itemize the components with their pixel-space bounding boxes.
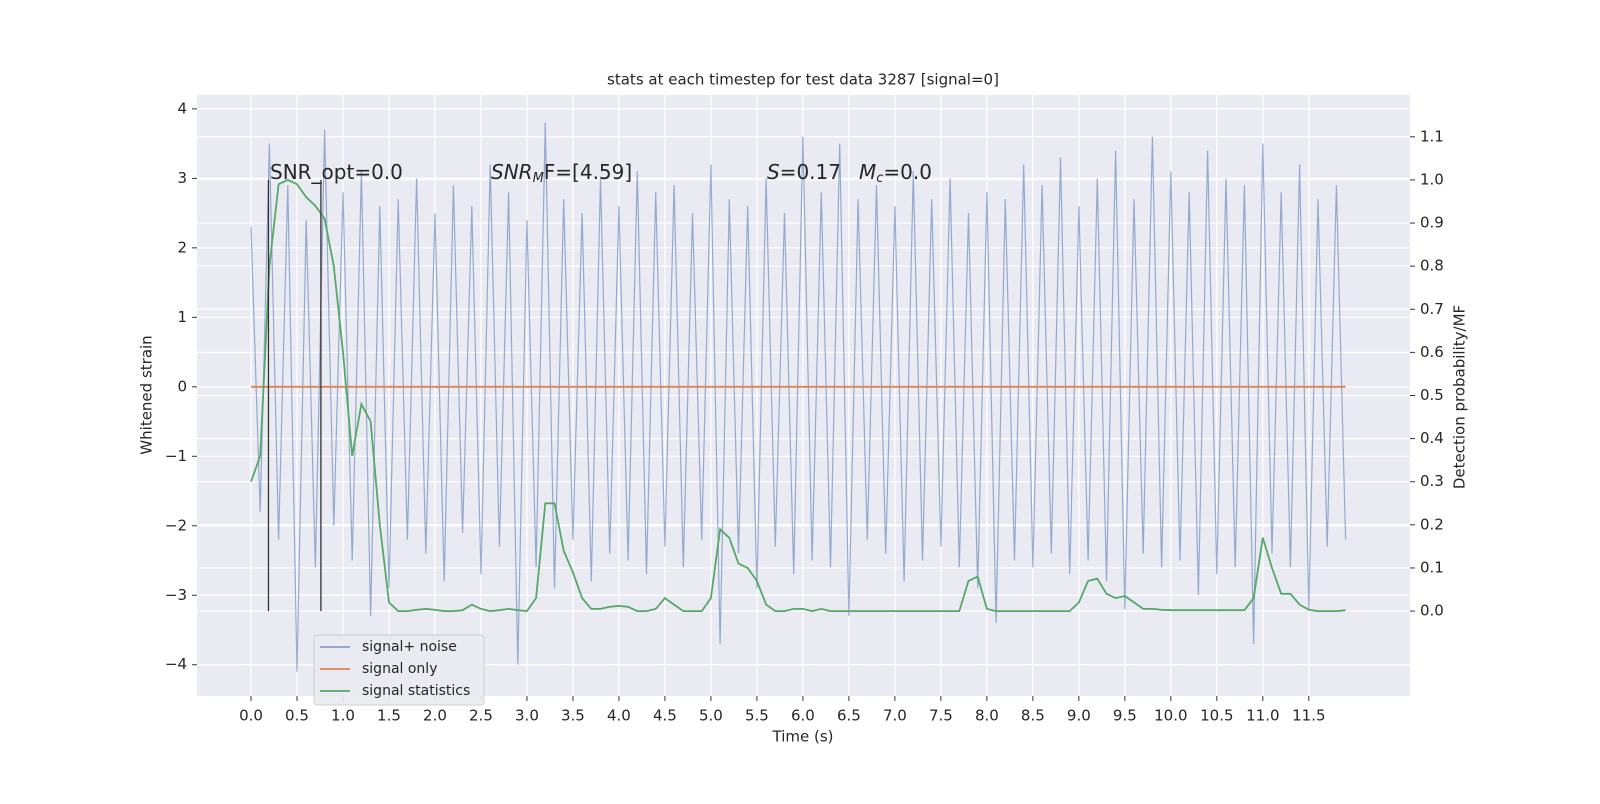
y-tick-label: −4 <box>165 655 187 673</box>
y-tick-label: 0 <box>177 377 187 395</box>
annotation-text: =0.17 <box>780 160 841 184</box>
y2-axis-label: Detection probability/MF <box>1451 305 1469 489</box>
x-tick-label: 2.5 <box>469 707 493 725</box>
series-line <box>250 178 1346 613</box>
y-axis-label: Whitened strain <box>138 335 156 454</box>
x-tick-label: 5.5 <box>745 707 769 725</box>
annotation: SNR_opt=0.0 <box>270 160 403 184</box>
annotation: S=0.17 <box>767 160 841 184</box>
x-tick-label: 0.0 <box>239 707 263 725</box>
annotation-italic: S <box>767 160 780 184</box>
x-axis-label: Time (s) <box>772 728 834 746</box>
legend-label: signal+ noise <box>362 639 457 655</box>
x-tick-label: 10.0 <box>1154 707 1187 725</box>
legend-label: signal only <box>362 661 437 677</box>
y2-tick-label: 0.9 <box>1420 214 1444 232</box>
y2-tick-label: 1.1 <box>1420 127 1444 145</box>
x-tick-label: 6.0 <box>791 707 815 725</box>
y2-tick-label: 0.6 <box>1420 343 1444 361</box>
x-tick-label: 4.5 <box>653 707 677 725</box>
x-tick-label: 5.0 <box>699 707 723 725</box>
annotation-italic: SNR <box>491 160 533 184</box>
annotation-sub: M <box>533 171 544 186</box>
y2-tick-label: 0.2 <box>1420 515 1444 533</box>
x-tick-label: 3.5 <box>561 707 585 725</box>
y-tick-label: −2 <box>165 516 187 534</box>
x-tick-label: 11.5 <box>1292 707 1325 725</box>
x-tick-label: 10.5 <box>1200 707 1233 725</box>
x-tick-label: 11.0 <box>1246 707 1279 725</box>
annotation-sub: c <box>876 171 883 186</box>
y2-tick-label: 0.4 <box>1420 429 1444 447</box>
x-tick-label: 9.0 <box>1067 707 1091 725</box>
y-tick-label: 2 <box>177 238 187 256</box>
x-tick-label: 4.0 <box>607 707 631 725</box>
x-tick-label: 0.5 <box>285 707 309 725</box>
y2-tick-label: 0.3 <box>1420 472 1444 490</box>
y2-tick-label: 0.5 <box>1420 386 1444 404</box>
y-tick-label: −1 <box>165 447 187 465</box>
x-tick-label: 6.5 <box>837 707 861 725</box>
legend-label: signal statistics <box>362 683 470 699</box>
x-tick-label: 8.0 <box>975 707 999 725</box>
y2-tick-label: 0.8 <box>1420 257 1444 275</box>
y2-tick-label: 1.0 <box>1420 170 1444 188</box>
y2-tick-label: 0.1 <box>1420 558 1444 576</box>
series-line <box>250 122 1347 672</box>
x-tick-label: 1.0 <box>331 707 355 725</box>
x-tick-label: 8.5 <box>1021 707 1045 725</box>
y2-tick-label: 0.7 <box>1420 300 1444 318</box>
x-tick-label: 9.5 <box>1113 707 1137 725</box>
y2-tick-label: 0.0 <box>1420 602 1444 620</box>
y-tick-label: −3 <box>165 586 187 604</box>
annotation-text: SNR_opt=0.0 <box>270 160 403 184</box>
annotation-italic: M <box>859 160 876 184</box>
annotation-text: F=[4.59] <box>544 160 632 184</box>
x-tick-label: 1.5 <box>377 707 401 725</box>
y-tick-label: 3 <box>177 169 187 187</box>
y-tick-label: 1 <box>177 308 187 326</box>
x-tick-label: 3.0 <box>515 707 539 725</box>
chart-title: stats at each timestep for test data 328… <box>607 71 999 89</box>
legend-box <box>313 634 485 706</box>
annotation: Mc=0.0 <box>859 160 932 186</box>
x-tick-label: 7.5 <box>929 707 953 725</box>
x-tick-label: 2.0 <box>423 707 447 725</box>
annotation: SNRMF=[4.59] <box>491 160 632 186</box>
x-tick-label: 7.0 <box>883 707 907 725</box>
annotation-text: =0.0 <box>883 160 932 184</box>
y-tick-label: 4 <box>177 99 187 117</box>
legend: signal+ noise signal only signal statistic… <box>313 634 485 706</box>
